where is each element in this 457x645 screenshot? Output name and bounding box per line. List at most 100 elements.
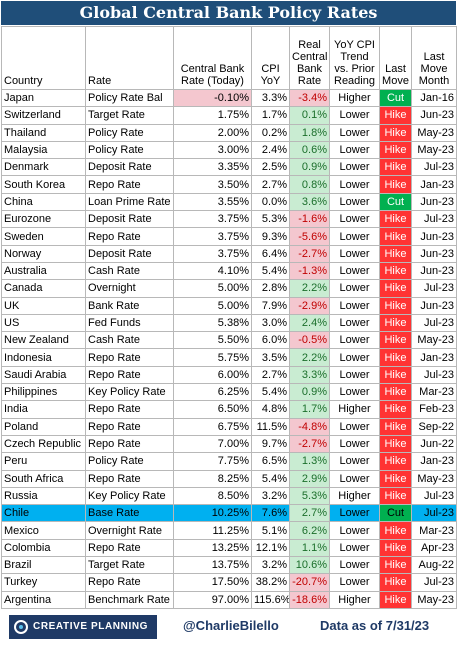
- cell-cpi: 4.8%: [251, 400, 290, 419]
- cell-cpi: 0.0%: [251, 192, 290, 212]
- table-row: Switzerland Target Rate 1.75% 1.7% 0.1% Lower…: [1, 106, 457, 125]
- cell-real-rate: 2.9%: [289, 469, 330, 488]
- cell-central-bank-rate: 97.00%: [173, 590, 252, 609]
- cell-cpi: 38.2%: [251, 573, 290, 592]
- cell-last-move: Hike: [379, 140, 412, 160]
- table-row: Peru Policy Rate 7.75% 6.5% 1.3% Lower Hike Jan…: [1, 452, 457, 471]
- cell-country: Denmark: [1, 158, 86, 177]
- cell-last-move: Hike: [379, 261, 412, 281]
- cell-real-rate: 0.1%: [289, 106, 330, 125]
- table-row: Poland Repo Rate 6.75% 11.5% -4.8% Lower Hike S…: [1, 417, 457, 436]
- cell-country: Peru: [1, 452, 86, 471]
- cell-cpi-trend: Lower: [329, 123, 380, 142]
- cell-last-move: Hike: [379, 434, 412, 454]
- cell-last-move: Cut: [379, 88, 412, 108]
- cell-rate: Policy Rate: [85, 452, 174, 471]
- cell-real-rate: -20.7%: [289, 573, 330, 592]
- cell-country: South Africa: [1, 469, 86, 488]
- cell-rate: Repo Rate: [85, 538, 174, 558]
- cell-cpi: 2.7%: [251, 175, 290, 194]
- cell-last-move: Hike: [379, 227, 412, 246]
- cell-cpi: 6.4%: [251, 244, 290, 263]
- cell-last-move: Cut: [379, 504, 412, 523]
- cell-rate: Policy Rate: [85, 140, 174, 160]
- cell-last-move-month: Jun-23: [411, 261, 457, 281]
- cell-last-move-month: May-23: [411, 123, 457, 142]
- cell-real-rate: 1.8%: [289, 123, 330, 142]
- cell-last-move: Hike: [379, 279, 412, 298]
- cell-last-move-month: Mar-23: [411, 383, 457, 402]
- column-header-cpi-trend: YoY CPI Trend vs. Prior Reading: [329, 26, 380, 90]
- cell-central-bank-rate: 3.75%: [173, 244, 252, 263]
- cell-central-bank-rate: 6.75%: [173, 417, 252, 436]
- author-handle: @CharlieBilello: [183, 618, 279, 633]
- cell-central-bank-rate: 13.75%: [173, 556, 252, 575]
- cell-central-bank-rate: 2.00%: [173, 123, 252, 142]
- cell-cpi-trend: Lower: [329, 106, 380, 125]
- cell-cpi: 9.7%: [251, 434, 290, 454]
- cell-central-bank-rate: 5.00%: [173, 279, 252, 298]
- cell-last-move: Hike: [379, 556, 412, 575]
- cell-rate: Repo Rate: [85, 175, 174, 194]
- cell-real-rate: 10.6%: [289, 556, 330, 575]
- cell-real-rate: -5.6%: [289, 227, 330, 246]
- cell-rate: Target Rate: [85, 106, 174, 125]
- cell-rate: Cash Rate: [85, 261, 174, 281]
- cell-central-bank-rate: 3.75%: [173, 210, 252, 229]
- cell-country: South Korea: [1, 175, 86, 194]
- cell-last-move: Hike: [379, 331, 412, 350]
- cell-real-rate: 1.7%: [289, 400, 330, 419]
- cell-cpi: 5.1%: [251, 521, 290, 540]
- creative-planning-logo: CREATIVE PLANNING: [9, 615, 157, 639]
- cell-last-move-month: Jul-23: [411, 504, 457, 523]
- cell-central-bank-rate: 17.50%: [173, 573, 252, 592]
- cell-cpi: 5.4%: [251, 469, 290, 488]
- cell-real-rate: 6.2%: [289, 521, 330, 540]
- cell-central-bank-rate: 6.50%: [173, 400, 252, 419]
- cell-cpi: 9.3%: [251, 227, 290, 246]
- cell-cpi: 115.6%: [251, 590, 290, 609]
- cell-country: Malaysia: [1, 140, 86, 160]
- cell-cpi-trend: Lower: [329, 227, 380, 246]
- cell-country: Canada: [1, 279, 86, 298]
- cell-cpi: 7.9%: [251, 296, 290, 315]
- cell-rate: Repo Rate: [85, 573, 174, 592]
- cell-central-bank-rate: 3.00%: [173, 140, 252, 160]
- table-row: Turkey Repo Rate 17.50% 38.2% -20.7% Lower Hik…: [1, 573, 457, 592]
- footer: CREATIVE PLANNING @CharlieBilello Data a…: [1, 609, 456, 643]
- cell-last-move: Hike: [379, 573, 412, 592]
- cell-real-rate: -4.8%: [289, 417, 330, 436]
- table-row: Japan Policy Rate Bal -0.10% 3.3% -3.4% Highe…: [1, 88, 457, 108]
- table-row: US Fed Funds 5.38% 3.0% 2.4% Lower Hike Jul-23: [1, 313, 457, 333]
- cell-cpi-trend: Lower: [329, 556, 380, 575]
- cell-last-move-month: Jul-23: [411, 158, 457, 177]
- cell-rate: Deposit Rate: [85, 244, 174, 263]
- cell-real-rate: -2.7%: [289, 244, 330, 263]
- cell-last-move-month: Sep-22: [411, 417, 457, 436]
- table-body: Japan Policy Rate Bal -0.10% 3.3% -3.4% Highe…: [1, 88, 457, 609]
- cell-real-rate: 2.7%: [289, 504, 330, 523]
- cell-country: Switzerland: [1, 106, 86, 125]
- cell-central-bank-rate: 11.25%: [173, 521, 252, 540]
- cell-last-move: Hike: [379, 296, 412, 315]
- table-row: Czech Republic Repo Rate 7.00% 9.7% -2.7% Low…: [1, 434, 457, 454]
- cell-last-move: Hike: [379, 175, 412, 194]
- cell-rate: Benchmark Rate: [85, 590, 174, 609]
- cell-last-move-month: Jun-23: [411, 227, 457, 246]
- cell-country: China: [1, 192, 86, 212]
- cell-last-move: Hike: [379, 452, 412, 471]
- cell-country: Thailand: [1, 123, 86, 142]
- cell-cpi-trend: Lower: [329, 296, 380, 315]
- table-row: Australia Cash Rate 4.10% 5.4% -1.3% Lower Hik…: [1, 261, 457, 281]
- table-row: New Zealand Cash Rate 5.50% 6.0% -0.5% Lower H…: [1, 331, 457, 350]
- cell-central-bank-rate: 10.25%: [173, 504, 252, 523]
- cell-last-move-month: Jun-22: [411, 434, 457, 454]
- table-row: UK Bank Rate 5.00% 7.9% -2.9% Lower Hike Jun-23: [1, 296, 457, 315]
- table-row: Denmark Deposit Rate 3.35% 2.5% 0.9% Lower Hik…: [1, 158, 457, 177]
- cell-central-bank-rate: 5.75%: [173, 348, 252, 367]
- header-row: Country Rate Central Bank Rate (Today) C…: [1, 26, 457, 90]
- table-row: China Loan Prime Rate 3.55% 0.0% 3.6% Lower Cu…: [1, 192, 457, 212]
- cell-cpi: 0.2%: [251, 123, 290, 142]
- data-as-of: Data as of 7/31/23: [320, 618, 430, 633]
- cell-country: Poland: [1, 417, 86, 436]
